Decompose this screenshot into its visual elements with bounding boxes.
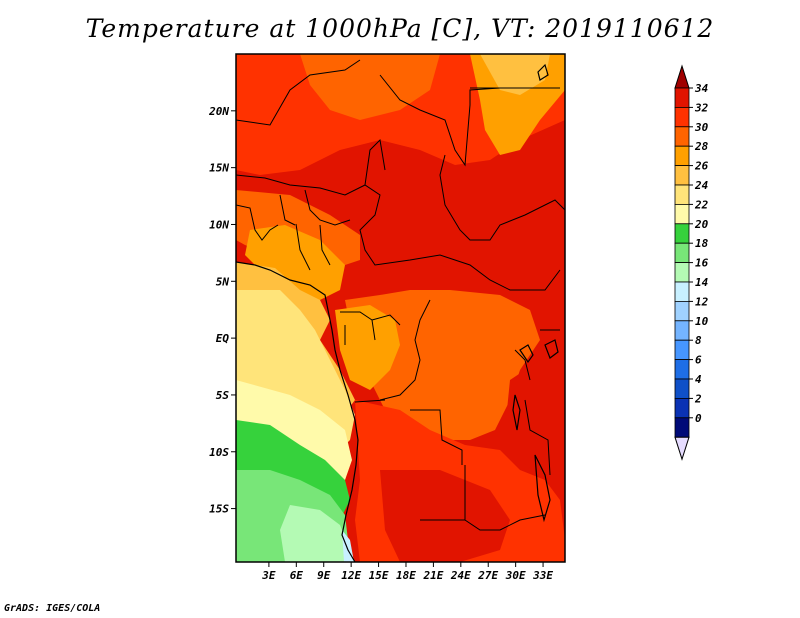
colorbar-swatch bbox=[674, 203, 690, 225]
temperature-field bbox=[236, 54, 565, 562]
lon-tick-label: 6E bbox=[290, 569, 304, 582]
colorbar-label: 30 bbox=[694, 121, 709, 134]
field-north-28 bbox=[300, 54, 440, 120]
colorbar-swatch bbox=[674, 107, 690, 128]
colorbar-label: 26 bbox=[694, 160, 709, 173]
country-borders bbox=[236, 59, 565, 531]
field-atlantic-16 bbox=[280, 505, 350, 562]
colorbar-swatch bbox=[674, 378, 690, 399]
colorbar-label: 0 bbox=[695, 412, 702, 425]
colorbar-swatch bbox=[674, 320, 690, 341]
colorbar-label: 6 bbox=[695, 354, 702, 367]
colorbar-label: 20 bbox=[694, 218, 709, 231]
lat-tick-label: 5S bbox=[216, 389, 230, 402]
colorbar-label: 16 bbox=[695, 257, 709, 270]
colorbar-swatch bbox=[674, 339, 690, 361]
field-south-34 bbox=[380, 470, 510, 562]
colorbar-top-arrow bbox=[674, 64, 690, 89]
lon-tick-label: 27E bbox=[477, 569, 498, 582]
colorbar-label: 18 bbox=[695, 237, 709, 250]
colorbar-label: 2 bbox=[694, 392, 702, 405]
colorbar-swatch bbox=[674, 223, 690, 244]
borders bbox=[236, 59, 565, 562]
coastline bbox=[236, 261, 359, 562]
colorbar-swatch bbox=[674, 87, 690, 108]
colorbar-swatch bbox=[674, 262, 690, 283]
colorbar-label: 34 bbox=[694, 82, 709, 95]
colorbar-label: 14 bbox=[695, 276, 709, 289]
lon-tick-label: 30E bbox=[505, 569, 526, 582]
colorbar-label: 8 bbox=[695, 334, 702, 347]
lon-tick-label: 12E bbox=[341, 569, 361, 582]
field-atlantic-22 bbox=[236, 380, 352, 480]
colorbar-label: 32 bbox=[694, 101, 709, 114]
lon-tick-label: 15E bbox=[369, 569, 389, 582]
colorbar-swatch bbox=[674, 300, 690, 322]
lon-tick-label: 9E bbox=[317, 569, 331, 582]
lat-tick-label: 15S bbox=[209, 503, 229, 516]
lat-tick-label: EQ bbox=[216, 332, 230, 345]
lat-tick-label: 5N bbox=[216, 275, 230, 288]
lon-tick-label: 18E bbox=[396, 569, 416, 582]
lat-tick-label: 20N bbox=[208, 105, 229, 118]
map-title: Temperature at 1000hPa [C], VT: 20191106… bbox=[85, 14, 715, 43]
lat-tick-label: 15N bbox=[209, 162, 229, 175]
colorbar-bottom-arrow bbox=[674, 436, 690, 461]
colorbar-label: 28 bbox=[694, 140, 709, 153]
colorbar-label: 4 bbox=[695, 373, 702, 386]
field-coast-28 bbox=[245, 225, 345, 300]
colorbar-label: 12 bbox=[695, 295, 709, 308]
colorbar-label: 22 bbox=[694, 198, 709, 211]
lon-tick-label: 24E bbox=[450, 569, 471, 582]
plot-frame bbox=[235, 53, 566, 563]
colorbar-swatch bbox=[674, 359, 690, 380]
colorbar-swatch bbox=[674, 165, 690, 186]
grads-credit: GrADS: IGES/COLA bbox=[4, 603, 101, 614]
lon-axis: 3E 6E 9E 12E 15E 18E 21E 24E 27E 30E 33E bbox=[261, 562, 553, 582]
colorbar-swatch bbox=[674, 184, 690, 205]
lon-tick-label: 21E bbox=[422, 569, 443, 582]
lat-axis: 20N 15N 10N 5N EQ 5S 10S 15S bbox=[208, 105, 236, 516]
lon-tick-label: 3E bbox=[261, 569, 276, 582]
lat-tick-label: 10N bbox=[209, 218, 229, 231]
colorbar-swatch bbox=[674, 242, 690, 263]
field-ne-26 bbox=[480, 54, 550, 95]
colorbar-swatch bbox=[674, 126, 690, 147]
lon-tick-label: 33E bbox=[532, 569, 553, 582]
colorbar-swatch bbox=[674, 417, 690, 438]
colorbar-swatch bbox=[674, 397, 690, 419]
colorbar-label: 24 bbox=[694, 179, 709, 192]
lakes bbox=[512, 63, 559, 523]
field-rift-32 bbox=[505, 360, 565, 480]
lat-tick-label: 10S bbox=[209, 446, 229, 459]
colorbar-label: 10 bbox=[695, 315, 709, 328]
colorbar-swatch bbox=[674, 145, 690, 166]
field-congo-26 bbox=[335, 305, 400, 390]
colorbar-swatch bbox=[674, 281, 690, 302]
